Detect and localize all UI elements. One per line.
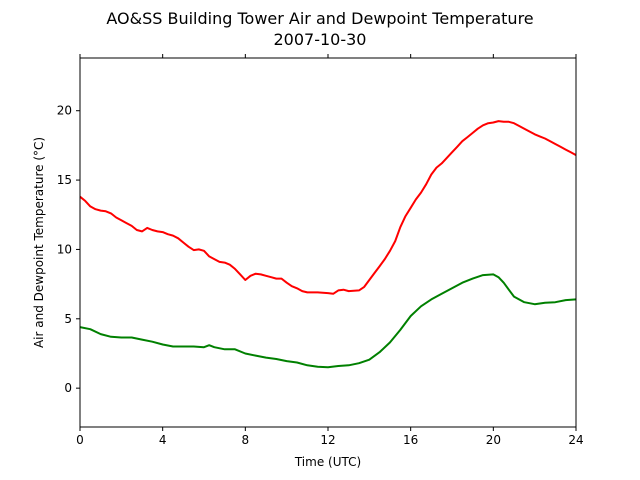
x-tick-label: 20 — [486, 433, 501, 447]
series-layer — [79, 120, 577, 369]
y-tick-label: 10 — [57, 242, 72, 256]
chart-title: AO&SS Building Tower Air and Dewpoint Te… — [106, 9, 533, 28]
plot-frame — [79, 57, 577, 428]
y-tick-label: 15 — [57, 173, 72, 187]
x-tick-label: 0 — [76, 433, 84, 447]
y-tick-label: 5 — [64, 312, 72, 326]
series-line-2 — [79, 273, 577, 369]
x-tick-label: 24 — [568, 433, 583, 447]
y-tick-label: 0 — [64, 381, 72, 395]
x-tick-label: 8 — [242, 433, 250, 447]
chart-subtitle: 2007-10-30 — [274, 30, 367, 49]
y-tick-label: 20 — [57, 104, 72, 118]
series-line-1 — [79, 120, 577, 295]
tick-layer: 0 4 8 12 16 20 24 0 5 10 15 20 — [57, 54, 584, 447]
x-tick-label: 4 — [159, 433, 167, 447]
x-tick-label: 12 — [320, 433, 335, 447]
x-axis-label: Time (UTC) — [294, 455, 361, 469]
y-axis-label: Air and Dewpoint Temperature (°C) — [32, 137, 46, 348]
x-tick-label: 16 — [403, 433, 418, 447]
